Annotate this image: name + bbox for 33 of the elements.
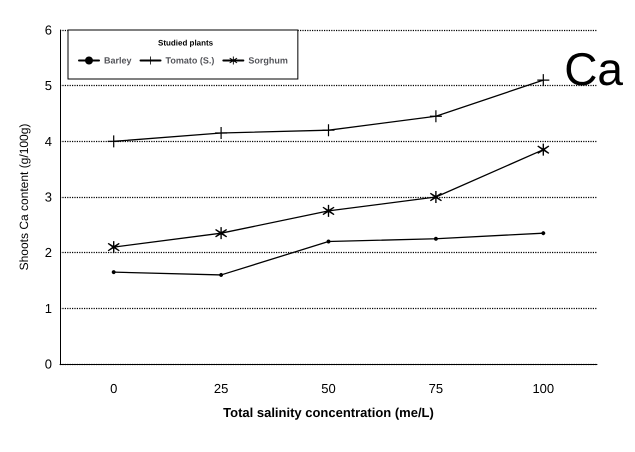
- y-tick-label: 4: [44, 134, 52, 149]
- legend-label: Sorghum: [248, 56, 288, 66]
- point: [322, 204, 334, 217]
- y-tick-label: 6: [44, 22, 52, 38]
- y-tick-label: 3: [44, 190, 52, 204]
- legend-label: Tomato (S.): [166, 56, 214, 66]
- x-tick-label: 0: [110, 381, 118, 396]
- point: [108, 241, 120, 254]
- point: [112, 270, 116, 274]
- annotation: Ca: [564, 43, 624, 95]
- point: [537, 144, 550, 156]
- point: [541, 231, 546, 236]
- point: [215, 227, 228, 240]
- legend-label: Barley: [104, 56, 132, 66]
- x-tick-label: 25: [214, 381, 228, 396]
- y-tick-label: 2: [44, 245, 52, 260]
- point: [434, 236, 438, 241]
- point: [219, 272, 224, 277]
- point: [322, 124, 334, 136]
- point: [430, 110, 442, 122]
- y-axis-title: Shoots Ca content (g/100g): [17, 124, 31, 270]
- x-axis-title: Total salinity concentration (me/L): [223, 405, 434, 420]
- x-tick-label: 50: [321, 381, 336, 396]
- y-tick-label: 5: [44, 78, 52, 94]
- x-tick-label: 100: [532, 381, 554, 396]
- x-tick-label: 75: [428, 381, 444, 396]
- point: [326, 240, 330, 244]
- y-tick-label: 1: [44, 300, 52, 316]
- point: [537, 74, 550, 86]
- point: [430, 191, 442, 203]
- y-tick-label: 0: [44, 356, 52, 372]
- point: [108, 135, 120, 148]
- legend-title: Studied plants: [158, 38, 214, 48]
